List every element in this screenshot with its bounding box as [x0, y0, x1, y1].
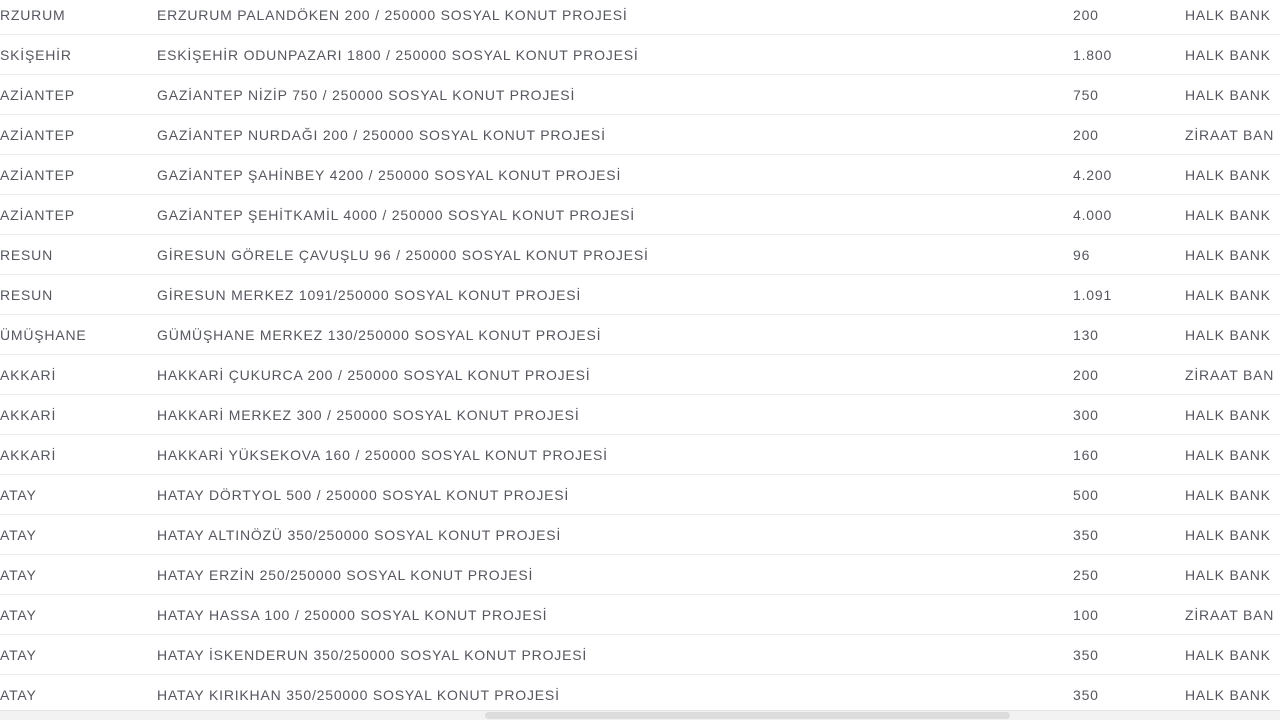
- table-row: AZİANTEP GAZİANTEP NURDAĞI 200 / 250000 S…: [0, 115, 1280, 155]
- table-row: ATAY HATAY ALTINÖZÜ 350/250000 SOSYAL KON…: [0, 515, 1280, 555]
- bank-cell: HALK BANK: [1185, 446, 1271, 463]
- table-row: ATAY HATAY HASSA 100 / 250000 SOSYAL KONU…: [0, 595, 1280, 635]
- bank-cell: HALK BANK: [1185, 686, 1271, 703]
- bank-cell: HALK BANK: [1185, 206, 1271, 223]
- project-name-cell: ESKİŞEHİR ODUNPAZARI 1800 / 250000 SOSYA…: [157, 46, 639, 63]
- unit-count-cell: 500: [1073, 486, 1099, 503]
- unit-count-cell: 250: [1073, 566, 1099, 583]
- bank-cell: ZİRAAT BAN: [1185, 126, 1275, 143]
- project-name-cell: HAKKARİ MERKEZ 300 / 250000 SOSYAL KONUT…: [157, 406, 580, 423]
- table-row: AZİANTEP GAZİANTEP ŞAHİNBEY 4200 / 250000…: [0, 155, 1280, 195]
- project-name-cell: HAKKARİ ÇUKURCA 200 / 250000 SOSYAL KONU…: [157, 366, 591, 383]
- bank-cell: HALK BANK: [1185, 646, 1271, 663]
- city-cell: AKKARİ: [0, 406, 57, 423]
- unit-count-cell: 1.091: [1073, 286, 1113, 303]
- project-name-cell: HATAY İSKENDERUN 350/250000 SOSYAL KONUT…: [157, 646, 588, 663]
- project-name-cell: GİRESUN GÖRELE ÇAVUŞLU 96 / 250000 SOSYA…: [157, 246, 649, 263]
- table-row: ÜMÜŞHANE GÜMÜŞHANE MERKEZ 130/250000 SOSY…: [0, 315, 1280, 355]
- table-row: AZİANTEP GAZİANTEP NİZİP 750 / 250000 SOS…: [0, 75, 1280, 115]
- bank-cell: HALK BANK: [1185, 166, 1271, 183]
- unit-count-cell: 1.800: [1073, 46, 1113, 63]
- city-cell: ATAY: [0, 526, 37, 543]
- city-cell: RZURUM: [0, 6, 66, 23]
- city-cell: AZİANTEP: [0, 166, 75, 183]
- unit-count-cell: 350: [1073, 646, 1099, 663]
- unit-count-cell: 350: [1073, 526, 1099, 543]
- table-row: AZİANTEP GAZİANTEP ŞEHİTKAMİL 4000 / 2500…: [0, 195, 1280, 235]
- city-cell: SKİŞEHİR: [0, 46, 72, 63]
- bank-cell: HALK BANK: [1185, 246, 1271, 263]
- bank-cell: HALK BANK: [1185, 406, 1271, 423]
- bank-cell: HALK BANK: [1185, 86, 1271, 103]
- table-row: AKKARİ HAKKARİ MERKEZ 300 / 250000 SOSYAL…: [0, 395, 1280, 435]
- city-cell: AZİANTEP: [0, 206, 75, 223]
- project-name-cell: GİRESUN MERKEZ 1091/250000 SOSYAL KONUT …: [157, 286, 582, 303]
- project-name-cell: HATAY KIRIKHAN 350/250000 SOSYAL KONUT P…: [157, 686, 560, 703]
- bank-cell: HALK BANK: [1185, 486, 1271, 503]
- unit-count-cell: 200: [1073, 6, 1099, 23]
- bank-cell: HALK BANK: [1185, 286, 1271, 303]
- project-name-cell: ERZURUM PALANDÖKEN 200 / 250000 SOSYAL K…: [157, 6, 628, 23]
- project-name-cell: GAZİANTEP ŞAHİNBEY 4200 / 250000 SOSYAL …: [157, 166, 622, 183]
- city-cell: RESUN: [0, 246, 54, 263]
- city-cell: ATAY: [0, 686, 37, 703]
- city-cell: ATAY: [0, 606, 37, 623]
- bank-cell: HALK BANK: [1185, 6, 1271, 23]
- project-name-cell: HATAY HASSA 100 / 250000 SOSYAL KONUT PR…: [157, 606, 548, 623]
- unit-count-cell: 350: [1073, 686, 1099, 703]
- bank-cell: HALK BANK: [1185, 566, 1271, 583]
- table-row: RZURUM ERZURUM PALANDÖKEN 200 / 250000 SO…: [0, 0, 1280, 35]
- unit-count-cell: 750: [1073, 86, 1099, 103]
- table-row: AKKARİ HAKKARİ ÇUKURCA 200 / 250000 SOSYA…: [0, 355, 1280, 395]
- table-row: AKKARİ HAKKARİ YÜKSEKOVA 160 / 250000 SOS…: [0, 435, 1280, 475]
- unit-count-cell: 300: [1073, 406, 1099, 423]
- city-cell: ATAY: [0, 566, 37, 583]
- bank-cell: HALK BANK: [1185, 526, 1271, 543]
- table-row: ATAY HATAY ERZİN 250/250000 SOSYAL KONUT …: [0, 555, 1280, 595]
- project-name-cell: GAZİANTEP NURDAĞI 200 / 250000 SOSYAL KO…: [157, 126, 606, 143]
- table-row: ATAY HATAY KIRIKHAN 350/250000 SOSYAL KON…: [0, 675, 1280, 715]
- city-cell: RESUN: [0, 286, 54, 303]
- unit-count-cell: 4.200: [1073, 166, 1113, 183]
- bank-cell: ZİRAAT BAN: [1185, 366, 1275, 383]
- city-cell: AZİANTEP: [0, 126, 75, 143]
- city-cell: ÜMÜŞHANE: [0, 326, 87, 343]
- unit-count-cell: 96: [1073, 246, 1091, 263]
- project-name-cell: GAZİANTEP ŞEHİTKAMİL 4000 / 250000 SOSYA…: [157, 206, 635, 223]
- bank-cell: HALK BANK: [1185, 326, 1271, 343]
- city-cell: ATAY: [0, 646, 37, 663]
- table-row: ATAY HATAY DÖRTYOL 500 / 250000 SOSYAL KO…: [0, 475, 1280, 515]
- unit-count-cell: 200: [1073, 126, 1099, 143]
- horizontal-scrollbar-thumb[interactable]: [485, 712, 1010, 719]
- project-name-cell: HATAY DÖRTYOL 500 / 250000 SOSYAL KONUT …: [157, 486, 570, 503]
- horizontal-scrollbar-track[interactable]: [0, 710, 1280, 720]
- unit-count-cell: 160: [1073, 446, 1099, 463]
- unit-count-cell: 200: [1073, 366, 1099, 383]
- city-cell: AKKARİ: [0, 366, 57, 383]
- unit-count-cell: 100: [1073, 606, 1099, 623]
- table-row: SKİŞEHİR ESKİŞEHİR ODUNPAZARI 1800 / 2500…: [0, 35, 1280, 75]
- bank-cell: HALK BANK: [1185, 46, 1271, 63]
- table-row: ATAY HATAY İSKENDERUN 350/250000 SOSYAL K…: [0, 635, 1280, 675]
- city-cell: ATAY: [0, 486, 37, 503]
- unit-count-cell: 130: [1073, 326, 1099, 343]
- table-row: RESUN GİRESUN MERKEZ 1091/250000 SOSYAL K…: [0, 275, 1280, 315]
- table-row: RESUN GİRESUN GÖRELE ÇAVUŞLU 96 / 250000 …: [0, 235, 1280, 275]
- project-name-cell: GÜMÜŞHANE MERKEZ 130/250000 SOSYAL KONUT…: [157, 326, 602, 343]
- bank-cell: ZİRAAT BAN: [1185, 606, 1275, 623]
- project-name-cell: GAZİANTEP NİZİP 750 / 250000 SOSYAL KONU…: [157, 86, 576, 103]
- city-cell: AZİANTEP: [0, 86, 75, 103]
- city-cell: AKKARİ: [0, 446, 57, 463]
- project-name-cell: HATAY ERZİN 250/250000 SOSYAL KONUT PROJ…: [157, 566, 534, 583]
- project-name-cell: HATAY ALTINÖZÜ 350/250000 SOSYAL KONUT P…: [157, 526, 562, 543]
- unit-count-cell: 4.000: [1073, 206, 1113, 223]
- project-name-cell: HAKKARİ YÜKSEKOVA 160 / 250000 SOSYAL KO…: [157, 446, 608, 463]
